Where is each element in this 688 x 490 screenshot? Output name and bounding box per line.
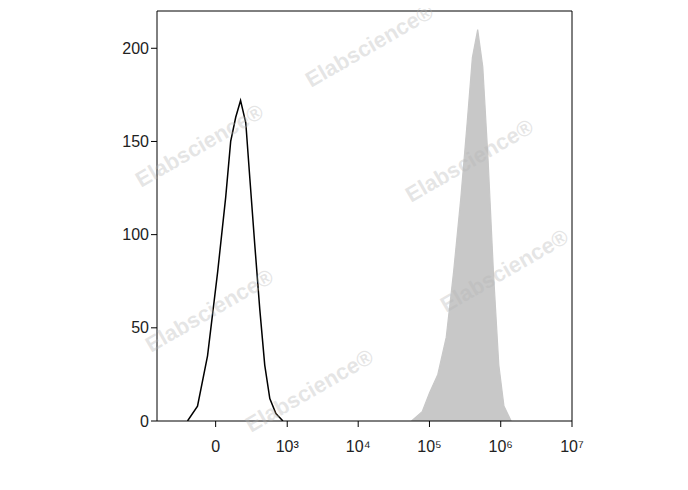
svg-text:10⁷: 10⁷ [560, 438, 584, 455]
svg-text:150: 150 [122, 133, 149, 150]
svg-text:0: 0 [211, 438, 220, 455]
svg-text:10⁴: 10⁴ [346, 438, 371, 455]
svg-text:200: 200 [122, 40, 149, 57]
svg-text:10⁵: 10⁵ [417, 438, 441, 455]
svg-text:10⁶: 10⁶ [489, 438, 513, 455]
svg-text:10³: 10³ [276, 438, 300, 455]
svg-text:100: 100 [122, 226, 149, 243]
svg-text:50: 50 [131, 319, 149, 336]
svg-text:0: 0 [140, 413, 149, 430]
